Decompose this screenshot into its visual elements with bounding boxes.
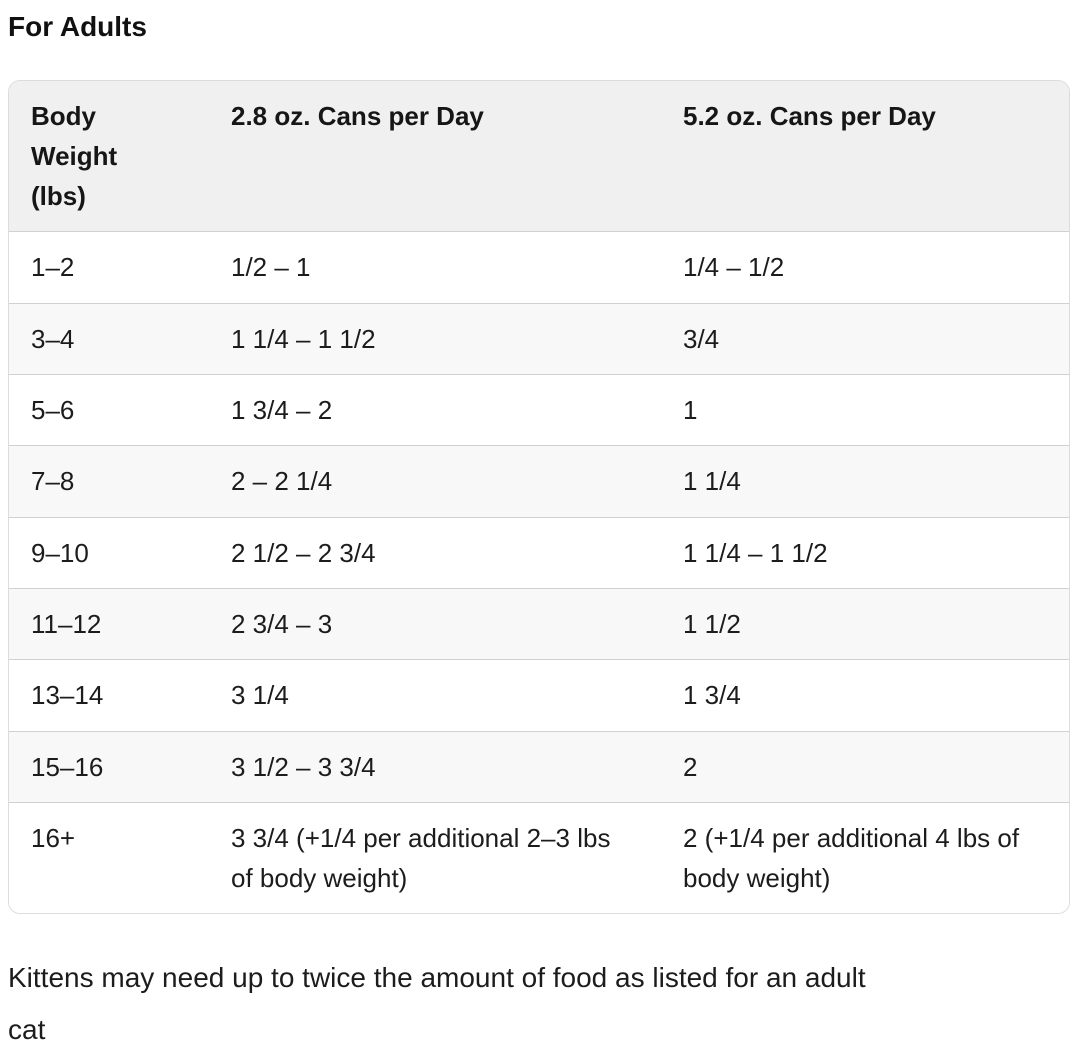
cell-cans-5-2oz: 1 3/4 xyxy=(661,659,1069,732)
cell-cans-2-8oz: 1 3/4 – 2 xyxy=(209,374,661,446)
cell-cans-5-2oz: 1 1/4 xyxy=(661,445,1069,518)
header-cans-2-8oz: 2.8 oz. Cans per Day xyxy=(209,80,661,232)
cell-cans-5-2oz: 2 xyxy=(661,730,1069,803)
header-cans-5-2oz: 5.2 oz. Cans per Day xyxy=(661,80,1069,232)
cell-cans-5-2oz: 1 1/4 – 1 1/2 xyxy=(661,516,1069,589)
cell-body-weight: 5–6 xyxy=(9,374,209,446)
table-row: 9–10 2 1/2 – 2 3/4 1 1/4 – 1 1/2 xyxy=(9,516,1069,589)
table-row: 15–16 3 1/2 – 3 3/4 2 xyxy=(9,730,1069,803)
cell-body-weight: 15–16 xyxy=(9,730,209,803)
cell-cans-5-2oz: 1/4 – 1/2 xyxy=(661,231,1069,304)
table-row: 5–6 1 3/4 – 2 1 xyxy=(9,374,1069,446)
cell-cans-5-2oz: 2 (+1/4 per additional 4 lbs of body wei… xyxy=(661,801,1069,914)
cell-cans-2-8oz: 1 1/4 – 1 1/2 xyxy=(209,302,661,375)
feeding-table: Body Weight (lbs) 2.8 oz. Cans per Day 5… xyxy=(9,80,1069,914)
cell-cans-5-2oz: 1 xyxy=(661,374,1069,446)
cell-cans-2-8oz: 2 3/4 – 3 xyxy=(209,587,661,660)
cell-body-weight: 9–10 xyxy=(9,516,209,589)
section-title: For Adults xyxy=(8,11,147,42)
cell-body-weight: 3–4 xyxy=(9,302,209,375)
cell-cans-2-8oz: 3 1/2 – 3 3/4 xyxy=(209,730,661,803)
table-row: 7–8 2 – 2 1/4 1 1/4 xyxy=(9,445,1069,518)
cell-cans-2-8oz: 1/2 – 1 xyxy=(209,231,661,304)
cell-cans-2-8oz: 2 – 2 1/4 xyxy=(209,445,661,518)
cell-cans-2-8oz: 3 3/4 (+1/4 per additional 2–3 lbs of bo… xyxy=(209,801,661,914)
cell-body-weight: 16+ xyxy=(9,801,209,914)
cell-body-weight: 1–2 xyxy=(9,231,209,304)
cell-cans-2-8oz: 3 1/4 xyxy=(209,659,661,732)
header-body-weight: Body Weight (lbs) xyxy=(9,80,209,232)
table-row: 13–14 3 1/4 1 3/4 xyxy=(9,659,1069,732)
table-row: 1–2 1/2 – 1 1/4 – 1/2 xyxy=(9,231,1069,304)
cell-cans-5-2oz: 3/4 xyxy=(661,302,1069,375)
feeding-table-container: Body Weight (lbs) 2.8 oz. Cans per Day 5… xyxy=(8,79,1070,915)
table-row: 16+ 3 3/4 (+1/4 per additional 2–3 lbs o… xyxy=(9,801,1069,914)
kitten-footnote: Kittens may need up to twice the amount … xyxy=(8,962,866,1046)
table-header-row: Body Weight (lbs) 2.8 oz. Cans per Day 5… xyxy=(9,80,1069,232)
table-row: 11–12 2 3/4 – 3 1 1/2 xyxy=(9,587,1069,660)
cell-body-weight: 11–12 xyxy=(9,587,209,660)
cell-cans-5-2oz: 1 1/2 xyxy=(661,587,1069,660)
cell-body-weight: 7–8 xyxy=(9,445,209,518)
table-row: 3–4 1 1/4 – 1 1/2 3/4 xyxy=(9,302,1069,375)
cell-body-weight: 13–14 xyxy=(9,659,209,732)
cell-cans-2-8oz: 2 1/2 – 2 3/4 xyxy=(209,516,661,589)
